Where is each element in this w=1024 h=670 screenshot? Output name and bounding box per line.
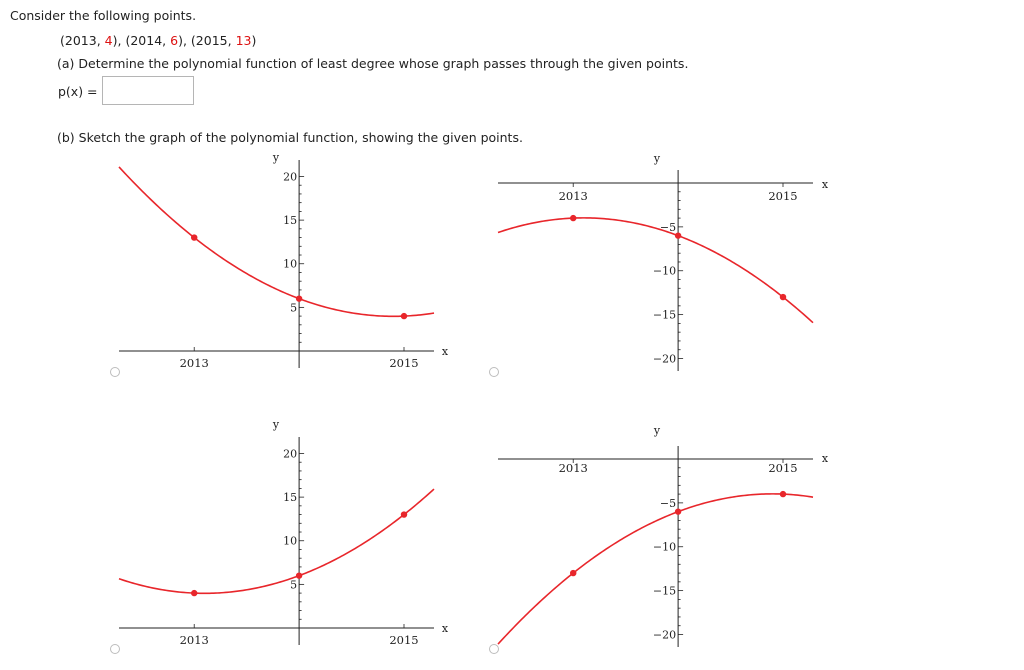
question-intro: Consider the following points. <box>10 8 197 23</box>
graph-2-radio[interactable] <box>489 367 499 377</box>
y-tick-label: 5 <box>290 578 297 591</box>
data-point <box>570 569 577 577</box>
y-tick-label: −10 <box>653 541 676 554</box>
x-tick-label: 2015 <box>389 356 418 370</box>
y-axis-label: y <box>653 152 661 165</box>
y-tick-label: 20 <box>283 447 297 460</box>
parabola-curve <box>497 493 814 645</box>
point-1: (2013, 4), <box>60 33 122 48</box>
data-point <box>295 572 303 579</box>
data-point <box>779 490 787 498</box>
y-tick-label: 20 <box>283 170 297 183</box>
x-tick-label: 2015 <box>768 189 797 203</box>
y-axis-label: y <box>272 151 280 164</box>
x-axis-label: x <box>822 178 829 191</box>
y-axis-label: y <box>653 424 661 437</box>
points-list: (2013, 4), (2014, 6), (2015, 13) <box>60 33 256 48</box>
data-point <box>400 511 408 518</box>
x-tick-label: 2015 <box>768 461 797 475</box>
data-point <box>779 293 787 301</box>
data-point <box>674 508 682 515</box>
y-tick-label: −15 <box>653 309 676 322</box>
part-b-prompt: (b) Sketch the graph of the polynomial f… <box>57 130 523 145</box>
x-tick-label: 2013 <box>559 189 588 203</box>
x-tick-label: 2013 <box>559 461 588 475</box>
parabola-curve <box>118 166 435 318</box>
data-point <box>191 234 198 241</box>
graph-3-radio[interactable] <box>110 644 120 654</box>
x-tick-label: 2013 <box>180 356 209 370</box>
data-point <box>400 312 408 320</box>
parabola-curve <box>497 217 814 324</box>
y-axis-label: y <box>272 418 280 431</box>
parabola-curve <box>118 488 435 595</box>
y-tick-label: −20 <box>653 628 676 641</box>
data-point <box>295 295 303 302</box>
x-tick-label: 2015 <box>389 633 418 647</box>
point-3: (2015, 13) <box>190 33 257 48</box>
x-axis-label: x <box>442 345 449 358</box>
graph-1-radio[interactable] <box>110 367 120 377</box>
y-tick-label: −5 <box>660 497 676 510</box>
y-tick-label: 10 <box>283 258 297 271</box>
y-tick-label: 15 <box>283 214 297 227</box>
x-tick-label: 2013 <box>180 633 209 647</box>
y-tick-label: −10 <box>653 265 676 278</box>
data-point <box>191 589 198 597</box>
y-tick-label: −20 <box>653 352 676 365</box>
y-tick-label: 10 <box>283 535 297 548</box>
graph-4: y x 2013 2015 −5 −10 −15 −20 <box>497 424 829 647</box>
y-tick-label: 5 <box>290 301 297 314</box>
answer-input[interactable] <box>102 76 194 105</box>
graph-4-radio[interactable] <box>489 644 499 654</box>
answer-label: p(x) = <box>58 84 98 99</box>
data-point <box>570 214 577 222</box>
x-axis-label: x <box>822 452 829 465</box>
x-axis-label: x <box>442 622 449 635</box>
part-a-prompt: (a) Determine the polynomial function of… <box>57 56 689 71</box>
y-tick-label: −15 <box>653 585 676 598</box>
y-tick-label: 15 <box>283 491 297 504</box>
point-2: (2014, 6), <box>125 33 187 48</box>
data-point <box>674 232 682 239</box>
